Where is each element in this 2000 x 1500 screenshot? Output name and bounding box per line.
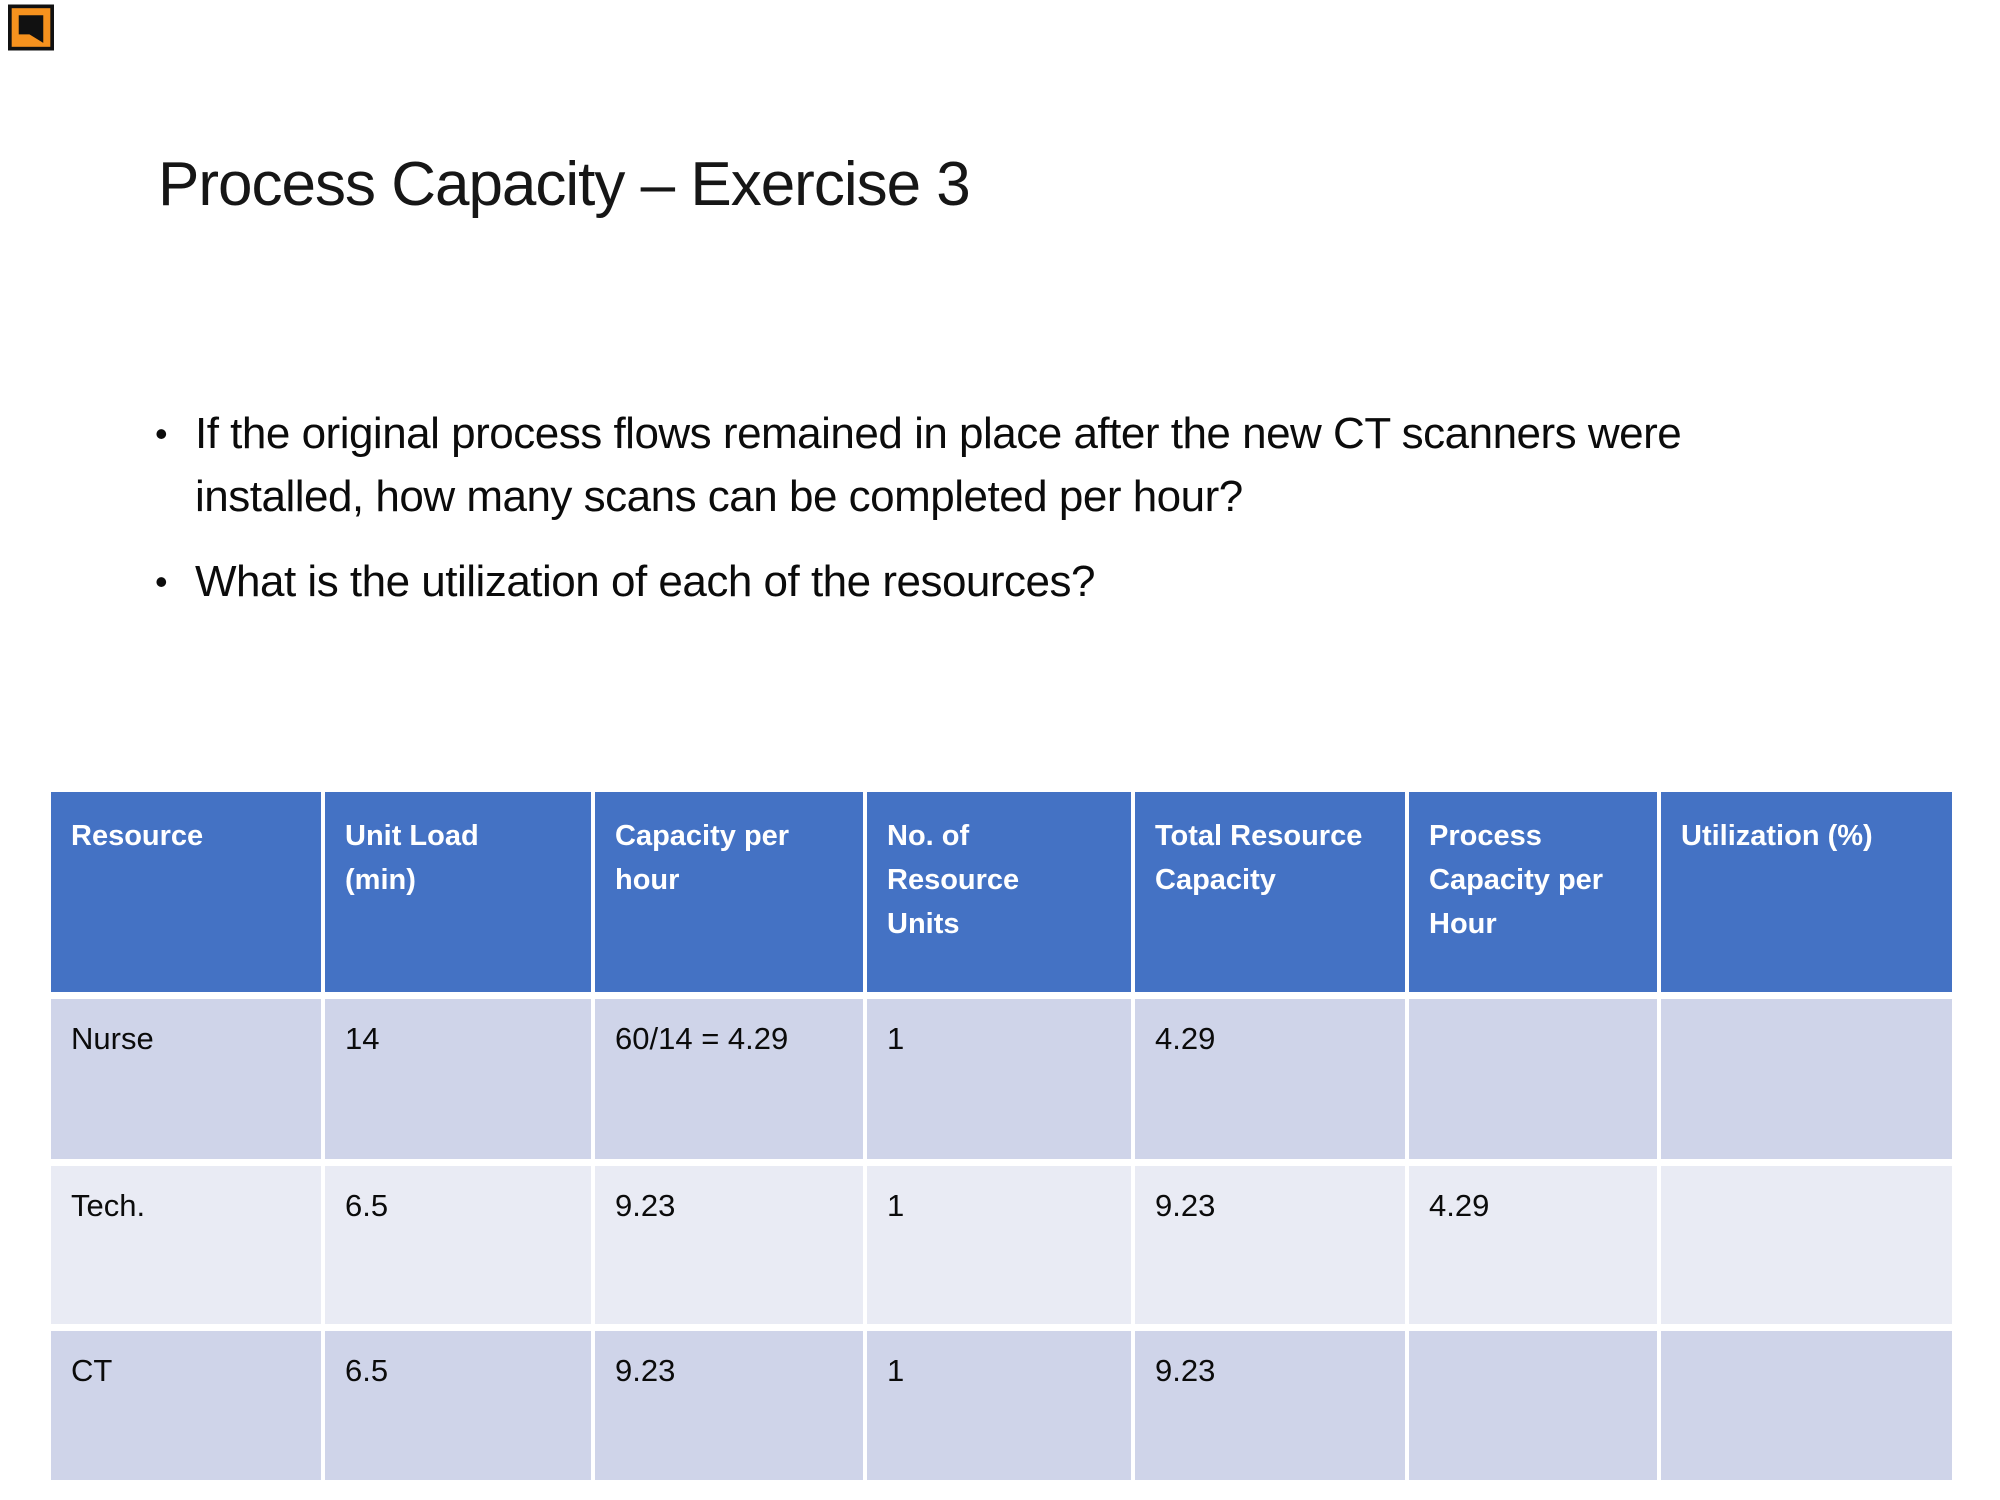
cell: 6.5 [321, 1158, 593, 1327]
table-row-nurse: Nurse 14 60/14 = 4.29 1 4.29 [51, 991, 1952, 1162]
bullet-item: If the original process flows remained i… [155, 402, 1715, 528]
cell: Tech. [51, 1158, 323, 1327]
cell: CT [51, 1323, 323, 1480]
bullet-dot-icon [155, 550, 195, 613]
cell: 1 [863, 1323, 1133, 1480]
cell [1657, 991, 1952, 1162]
cell: 60/14 = 4.29 [591, 991, 865, 1162]
cell: 9.23 [591, 1158, 865, 1327]
cell: 1 [863, 991, 1133, 1162]
header-utilization: Utilization (%) [1657, 792, 1952, 995]
cell: Nurse [51, 991, 323, 1162]
cell [1657, 1323, 1952, 1480]
cell: 9.23 [1131, 1158, 1407, 1327]
header-resource: Resource [51, 792, 323, 995]
bullet-text: What is the utilization of each of the r… [195, 557, 1096, 606]
table-row-tech: Tech. 6.5 9.23 1 9.23 4.29 [51, 1158, 1952, 1327]
cell: 1 [863, 1158, 1133, 1327]
header-unit-load: Unit Load (min) [321, 792, 593, 995]
cell [1405, 1323, 1659, 1480]
table-header-row: Resource Unit Load (min) Capacity per ho… [51, 792, 1952, 995]
bullet-item: What is the utilization of each of the r… [155, 550, 1715, 613]
cell: 6.5 [321, 1323, 593, 1480]
cell [1405, 991, 1659, 1162]
cell: 9.23 [591, 1323, 865, 1480]
bullet-list: If the original process flows remained i… [155, 402, 1715, 613]
cell: 14 [321, 991, 593, 1162]
header-capacity-per-hour: Capacity per hour [591, 792, 865, 995]
header-total-resource-capacity: Total Resource Capacity [1131, 792, 1407, 995]
cell: 9.23 [1131, 1323, 1407, 1480]
header-process-capacity-per-hour: Process Capacity per Hour [1405, 792, 1659, 995]
cell [1657, 1158, 1952, 1327]
slide-title: Process Capacity – Exercise 3 [158, 150, 971, 219]
bullet-text: If the original process flows remained i… [195, 409, 1682, 521]
bullet-dot-icon [155, 402, 195, 465]
capacity-table: Resource Unit Load (min) Capacity per ho… [51, 792, 1952, 1480]
cell: 4.29 [1131, 991, 1407, 1162]
cell: 4.29 [1405, 1158, 1659, 1327]
comment-marker-icon [8, 4, 54, 51]
table-row-ct: CT 6.5 9.23 1 9.23 [51, 1323, 1952, 1480]
header-no-of-resource-units: No. of Resource Units [863, 792, 1133, 995]
